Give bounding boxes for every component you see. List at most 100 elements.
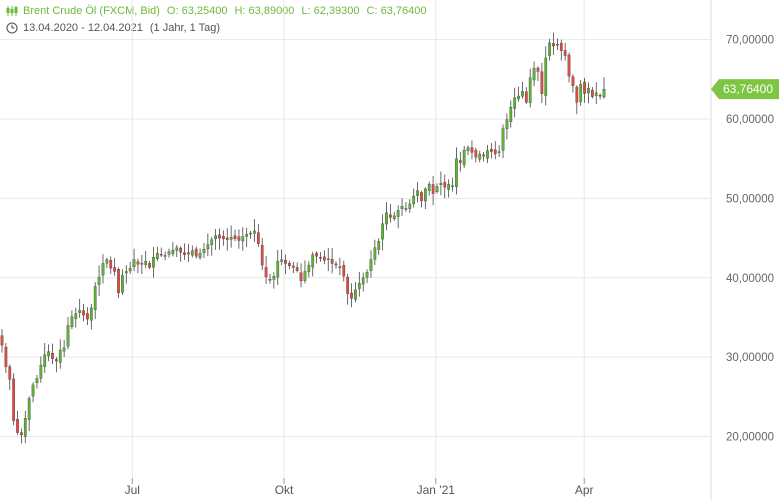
candle-body: [598, 95, 602, 97]
y-tick-label: 60,00000: [726, 114, 774, 126]
candle-body: [462, 149, 466, 166]
candle-body: [101, 263, 105, 276]
instrument-name: Brent Crude Öl (FXCM, Bid): [23, 5, 160, 17]
candle-body: [43, 354, 47, 367]
candle-body: [284, 260, 287, 264]
candle-body: [315, 252, 318, 257]
candle-body: [478, 153, 482, 160]
candle-body: [97, 276, 101, 285]
last-price-badge: [711, 79, 779, 100]
candle-body: [190, 250, 194, 256]
candle-body: [218, 234, 221, 239]
candle-body: [412, 195, 416, 205]
candle-body: [319, 257, 322, 259]
candle-body: [556, 44, 559, 46]
candle-body: [187, 252, 190, 255]
candle-body: [225, 237, 229, 240]
candle-body: [528, 77, 532, 103]
candle-body: [23, 418, 27, 437]
candle-body: [602, 89, 606, 98]
y-tick-label: 40,00000: [726, 273, 774, 285]
candle-body: [276, 260, 280, 278]
grid: [0, 0, 711, 478]
candle-body: [299, 272, 303, 282]
candle-body: [381, 223, 384, 240]
candle-body: [89, 307, 93, 321]
candle-body: [272, 276, 276, 280]
candle-body: [594, 92, 598, 96]
candle-body: [194, 248, 198, 257]
candle-body: [117, 269, 120, 294]
candle-body: [470, 147, 474, 153]
candle-body: [4, 346, 8, 367]
candle-body: [74, 313, 78, 319]
candle-body: [435, 186, 439, 193]
candle-body: [253, 230, 256, 234]
y-tick-label: 20,00000: [726, 432, 774, 444]
x-tick-label: Apr: [575, 483, 594, 497]
candle-body: [338, 266, 342, 268]
high-value: H: 63,89000: [234, 5, 295, 17]
candle-body: [171, 249, 175, 255]
chart-header-instrument: Brent Crude Öl (FXCM, Bid) O: 63,25400 H…: [6, 5, 433, 17]
candle-body: [214, 235, 217, 240]
candle-body: [260, 244, 264, 266]
candle-body: [567, 54, 571, 77]
y-tick-label: 50,00000: [726, 193, 774, 205]
candle-body: [497, 151, 501, 153]
candle-body: [132, 259, 136, 268]
candle-body: [233, 235, 237, 240]
period-label: (1 Jahr, 1 Tag): [149, 22, 221, 34]
candlestick-icon: [6, 6, 18, 16]
x-tick-label: Jan '21: [417, 483, 456, 497]
candle-body: [12, 378, 16, 421]
candle-body: [493, 149, 497, 155]
candle-body: [268, 279, 272, 281]
candle-body: [377, 241, 381, 250]
candle-body: [326, 258, 330, 260]
candle-body: [439, 183, 443, 186]
last-price-label: 63,76400: [723, 82, 773, 96]
candle-body: [416, 190, 419, 196]
candle-body: [156, 253, 159, 259]
candle-body: [291, 265, 295, 268]
candle-body: [62, 347, 66, 352]
candle-body: [159, 254, 163, 256]
candle-body: [47, 351, 50, 357]
y-tick-label: 70,00000: [726, 35, 774, 47]
candle-body: [408, 203, 412, 209]
candle-body: [307, 264, 311, 273]
candle-body: [179, 247, 183, 253]
candle-body: [342, 265, 346, 277]
candle-body: [521, 91, 524, 97]
candle-body: [466, 147, 470, 151]
candle-body: [27, 398, 31, 420]
candle-body: [455, 158, 458, 187]
candles: [0, 32, 606, 444]
candle-body: [124, 271, 128, 274]
clock-icon: [6, 22, 18, 34]
open-value: O: 63,25400: [166, 5, 228, 17]
candle-body: [229, 237, 233, 240]
candle-body: [423, 188, 427, 202]
candle-body: [392, 215, 396, 219]
candle-body: [579, 83, 583, 102]
candle-body: [20, 432, 23, 436]
candle-body: [474, 150, 478, 158]
candle-body: [152, 256, 155, 268]
candle-body: [385, 212, 388, 225]
candle-body: [571, 76, 575, 86]
candle-body: [222, 236, 225, 240]
candle-body: [39, 364, 43, 379]
y-tick-label: 30,00000: [726, 352, 774, 364]
candle-body: [517, 95, 520, 100]
candle-body: [400, 206, 404, 209]
candle-body: [590, 89, 594, 97]
chart-header-range: 13.04.2020 - 12.04.2021 (1 Jahr, 1 Tag): [6, 22, 227, 34]
candle-body: [443, 181, 447, 188]
last-price-marker: 63,76400: [711, 79, 779, 100]
candle-body: [396, 210, 400, 217]
candle-body: [389, 214, 392, 218]
candle-body: [350, 292, 353, 299]
